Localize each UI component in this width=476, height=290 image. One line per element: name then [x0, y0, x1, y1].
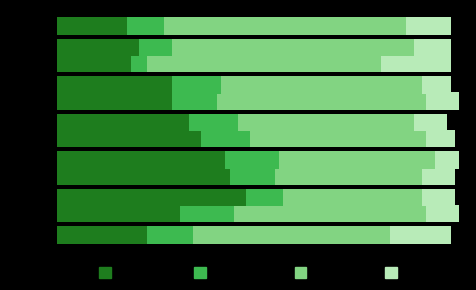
Bar — [426, 130, 454, 147]
Bar — [57, 167, 229, 184]
Bar — [426, 205, 458, 222]
Bar — [282, 189, 421, 206]
Bar — [139, 39, 172, 56]
Bar — [225, 151, 278, 169]
Bar — [57, 189, 246, 206]
Bar — [229, 167, 274, 184]
Bar — [249, 130, 426, 147]
Bar — [57, 39, 139, 56]
Bar — [57, 205, 180, 222]
Bar — [57, 226, 147, 244]
Bar — [426, 92, 458, 110]
Bar — [380, 55, 450, 72]
Bar — [57, 151, 225, 169]
Bar — [57, 17, 127, 35]
Bar — [200, 130, 249, 147]
Bar — [180, 205, 233, 222]
Bar — [131, 55, 147, 72]
Bar — [192, 226, 389, 244]
Bar — [413, 39, 450, 56]
Bar — [246, 189, 282, 206]
Bar — [233, 205, 426, 222]
Bar — [405, 17, 450, 35]
Bar — [57, 92, 172, 110]
Bar — [221, 77, 421, 94]
Bar — [188, 114, 237, 131]
Bar — [57, 55, 131, 72]
Bar — [237, 114, 413, 131]
Bar — [278, 151, 434, 169]
Bar — [421, 189, 454, 206]
Bar — [172, 39, 413, 56]
Bar — [274, 167, 421, 184]
Bar — [57, 77, 172, 94]
Bar — [172, 92, 217, 110]
Bar — [172, 77, 221, 94]
Bar — [147, 55, 380, 72]
Bar — [127, 17, 164, 35]
Bar — [421, 167, 454, 184]
Bar — [389, 226, 450, 244]
Bar — [147, 226, 192, 244]
Bar — [57, 114, 188, 131]
Bar — [421, 77, 450, 94]
Bar — [413, 114, 446, 131]
Bar — [164, 17, 405, 35]
Bar — [434, 151, 458, 169]
Bar — [57, 130, 200, 147]
Bar — [217, 92, 426, 110]
